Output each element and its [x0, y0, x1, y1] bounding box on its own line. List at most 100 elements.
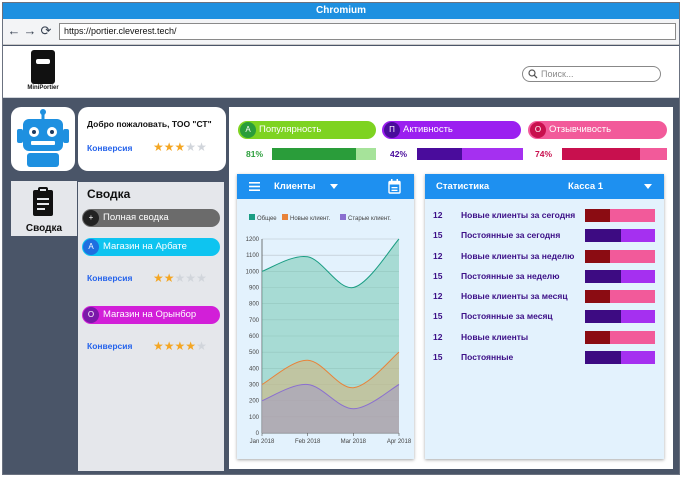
stat-row: 15 Постоянные за месяц: [433, 310, 657, 324]
metric-pill[interactable]: А Популярность: [238, 121, 376, 139]
metric-percent: 81%: [246, 149, 264, 159]
legend-label: Новые клиент.: [290, 216, 330, 222]
chevron-down-icon[interactable]: [644, 184, 652, 189]
store-orynbor-label: Магазин на Орынбор: [103, 309, 197, 320]
stat-bar-fill: [585, 250, 610, 263]
rating-stars: ★★★★★: [153, 339, 207, 353]
star-filled-icon: ★: [153, 271, 164, 285]
store-orynbor-conversion: Конверсия ★★★★★: [87, 339, 217, 353]
search-placeholder: Поиск...: [541, 69, 574, 79]
legend-swatch: [282, 214, 288, 220]
stat-label: Постоянные за неделю: [461, 271, 560, 281]
calendar-icon[interactable]: [388, 179, 401, 194]
metric-badge: П: [384, 122, 400, 138]
y-tick-label: 1200: [246, 237, 260, 243]
series-line: [261, 351, 400, 389]
store-arbat-label: Магазин на Арбате: [103, 241, 187, 252]
register-select[interactable]: Касса 1: [568, 181, 604, 192]
star-empty-icon: ★: [174, 271, 186, 285]
stat-bar-fill: [585, 229, 622, 242]
conversion-label: Конверсия: [87, 143, 133, 153]
full-summary-button[interactable]: + Полная сводка: [82, 209, 220, 227]
metric-pill[interactable]: П Активность: [382, 121, 521, 139]
stat-label: Постоянные за сегодня: [461, 230, 561, 240]
window-title: Chromium: [3, 3, 679, 19]
stat-bar: [585, 229, 655, 242]
star-empty-icon: ★: [185, 140, 197, 154]
metric-pill[interactable]: О Отзывчивость: [528, 121, 667, 139]
stat-bar-fill: [585, 310, 622, 323]
stats-card: Статистика Касса 1 12 Новые клиенты за се…: [425, 174, 664, 459]
stat-row: 12 Новые клиенты за неделю: [433, 250, 657, 264]
stat-label: Постоянные за месяц: [461, 311, 553, 321]
stat-bar-fill: [585, 331, 610, 344]
conversion-label: Конверсия: [87, 273, 133, 283]
rating-stars: ★★★★★: [153, 271, 207, 285]
metric-badge: А: [240, 122, 256, 138]
legend-swatch: [340, 214, 346, 220]
metric-label: Популярность: [259, 124, 322, 135]
x-tick-label: Jan 2018: [250, 439, 275, 445]
series-line: [261, 383, 400, 410]
clients-title: Клиенты: [274, 181, 316, 192]
stat-count: 12: [433, 251, 443, 261]
stat-bar: [585, 290, 655, 303]
stat-label: Новые клиенты за месяц: [461, 291, 568, 301]
stat-count: 15: [433, 352, 443, 362]
stat-bar: [585, 310, 655, 323]
star-empty-icon: ★: [185, 271, 197, 285]
star-filled-icon: ★: [163, 140, 175, 154]
stat-count: 15: [433, 230, 443, 240]
legend-swatch: [249, 214, 255, 220]
star-empty-icon: ★: [196, 271, 207, 285]
star-filled-icon: ★: [174, 339, 186, 353]
forward-icon[interactable]: →: [23, 23, 37, 38]
dashboard-main: А Популярность 81% П Активность 42% О Отзывчиво…: [229, 107, 673, 469]
stat-label: Постоянные: [461, 352, 514, 362]
rating-stars: ★★★★★: [153, 140, 207, 154]
conversion-label: Конверсия: [87, 341, 133, 351]
store-orynbor-badge: О: [83, 307, 99, 323]
star-filled-icon: ★: [153, 339, 164, 353]
y-tick-label: 600: [249, 334, 260, 340]
store-arbat-conversion: Конверсия ★★★★★: [87, 271, 217, 285]
full-summary-label: Полная сводка: [103, 212, 169, 223]
star-filled-icon: ★: [174, 140, 186, 154]
reload-icon[interactable]: ⟳: [40, 23, 52, 38]
star-filled-icon: ★: [153, 140, 164, 154]
stat-bar-fill: [585, 270, 622, 283]
store-arbat-button[interactable]: А Магазин на Арбате: [82, 238, 220, 256]
stat-bar: [585, 331, 655, 344]
address-bar[interactable]: https://portier.cleverest.tech/: [59, 23, 676, 40]
x-tick-label: Feb 2018: [295, 439, 321, 445]
chevron-down-icon[interactable]: [330, 184, 338, 189]
x-tick-label: Apr 2018: [387, 439, 412, 445]
logo-mark-icon: [31, 50, 55, 84]
metric-label: Отзывчивость: [549, 124, 612, 135]
store-orynbor-button[interactable]: О Магазин на Орынбор: [82, 306, 220, 324]
series-line: [261, 238, 400, 289]
app-header: MiniPortier Поиск...: [3, 46, 679, 98]
stat-row: 15 Постоянные за неделю: [433, 270, 657, 284]
tab-summary[interactable]: Сводка: [11, 181, 77, 236]
search-icon: [528, 69, 538, 79]
app-logo[interactable]: MiniPortier: [25, 50, 61, 94]
clients-area-chart: Общее Новые клиент. Старые клиент. 0 100 200 3…: [246, 214, 412, 445]
menu-icon[interactable]: [249, 182, 260, 191]
x-tick-label: Mar 2018: [341, 439, 367, 445]
robot-icon: [17, 109, 69, 167]
stat-bar-fill: [585, 290, 610, 303]
search-input[interactable]: Поиск...: [522, 66, 661, 82]
y-tick-label: 700: [249, 318, 260, 324]
stats-title: Статистика: [436, 181, 490, 192]
avatar[interactable]: [11, 107, 75, 171]
star-filled-icon: ★: [163, 339, 175, 353]
store-arbat-badge: А: [83, 239, 99, 255]
y-tick-label: 1100: [246, 253, 260, 259]
stat-row: 12 Новые клиенты: [433, 331, 657, 345]
stat-bar-fill: [585, 351, 622, 364]
back-icon[interactable]: ←: [7, 23, 21, 38]
y-tick-label: 300: [249, 383, 260, 389]
star-filled-icon: ★: [163, 271, 175, 285]
